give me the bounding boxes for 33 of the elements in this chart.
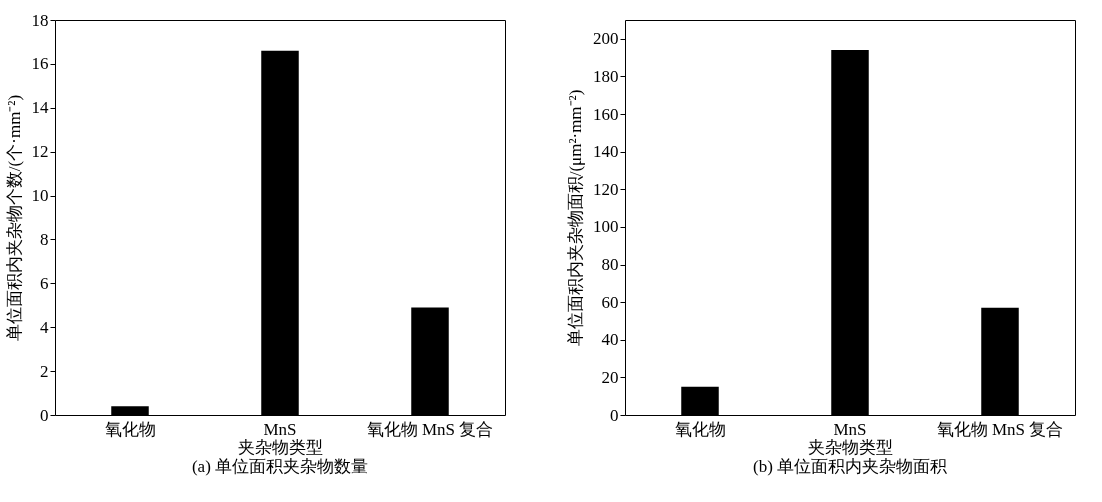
x-tick-label: 氧化物 MnS 复合 xyxy=(936,419,1064,439)
y-tick-label: 16 xyxy=(31,54,49,74)
text: (b) 单位面积内夹杂物面积 xyxy=(752,457,948,476)
y-tick-label: 180 xyxy=(593,66,619,86)
y-tick-label: 80 xyxy=(601,255,619,275)
y-tick-label: 8 xyxy=(40,229,49,249)
x-tick-label: 氧化物 MnS 复合 xyxy=(366,419,494,439)
y-tick-label: 60 xyxy=(601,292,619,312)
x-tick-label: MnS xyxy=(833,419,867,439)
text: (a) 单位面积夹杂物数量 xyxy=(191,457,369,476)
x-axis-title: 夹杂物类型 xyxy=(238,437,323,457)
y-tick-label: 10 xyxy=(31,186,49,206)
x-tick-label: MnS xyxy=(263,419,297,439)
y-tick-label: 18 xyxy=(31,10,49,30)
y-tick-label: 0 xyxy=(610,405,619,425)
y-tick-label: 40 xyxy=(601,330,619,350)
x-axis-title: 夹杂物类型 xyxy=(808,437,893,457)
y-tick-label: 2 xyxy=(40,361,49,381)
y-tick-label: 4 xyxy=(40,317,49,337)
y-axis-title: 单位面积内夹杂物面积/(μm²·mm⁻²) xyxy=(566,89,585,347)
y-tick-label: 120 xyxy=(593,179,619,199)
y-tick-label: 20 xyxy=(601,367,619,387)
y-tick-label: 6 xyxy=(40,273,49,293)
y-axis-title: 单位面积内夹杂物个数/(个·mm⁻²) xyxy=(4,94,24,342)
x-tick-label: 氧化物 xyxy=(104,419,156,439)
y-tick-label: 0 xyxy=(40,405,49,425)
y-tick-label: 100 xyxy=(593,217,619,237)
y-tick-label: 12 xyxy=(31,142,49,162)
y-tick-label: 140 xyxy=(593,142,619,162)
y-tick-label: 160 xyxy=(593,104,619,124)
y-tick-label: 14 xyxy=(31,98,49,118)
x-tick-label: 氧化物 xyxy=(674,419,726,439)
y-tick-label: 200 xyxy=(593,29,619,49)
